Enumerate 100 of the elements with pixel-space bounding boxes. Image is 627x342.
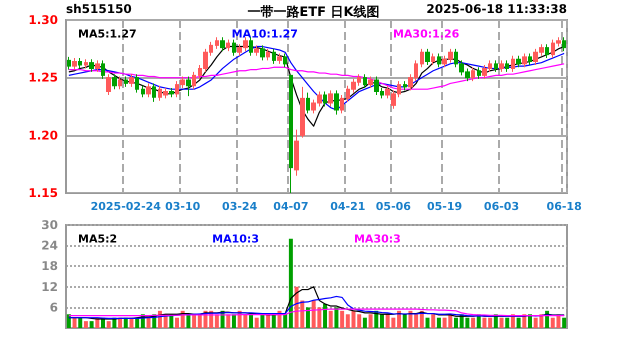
candlestick <box>124 76 128 88</box>
candlestick <box>112 74 117 90</box>
x-tick-label: 06-18 <box>546 200 582 213</box>
text: MA10:3 <box>212 232 259 246</box>
text: 2025-06-18 11:33:38 <box>426 2 568 16</box>
candlestick <box>328 90 333 107</box>
bar <box>426 318 430 328</box>
candlestick <box>232 39 236 56</box>
candlestick <box>545 44 549 59</box>
candlestick <box>141 85 145 98</box>
bar <box>386 314 390 328</box>
y-tick-label: 6 <box>50 300 58 314</box>
y-tick-label: 18 <box>41 259 58 274</box>
candlestick <box>260 44 265 61</box>
x-tick-label: 03-10 <box>165 200 201 213</box>
x-tick-label: 05-19 <box>427 200 462 213</box>
bar <box>471 318 476 328</box>
bar <box>436 318 441 328</box>
y-tick-label: 1.30 <box>28 13 58 27</box>
series-label: MA10:1.27 <box>232 28 298 40</box>
bar <box>334 307 338 328</box>
candlestick <box>266 48 270 61</box>
chart-subtitle: sh515150 <box>66 2 132 16</box>
candlestick <box>420 48 424 68</box>
candlestick <box>431 52 435 66</box>
bar <box>288 238 293 328</box>
candlestick <box>283 52 287 68</box>
candlestick <box>226 39 230 52</box>
x-tick-label: 03-24 <box>222 200 258 213</box>
bar <box>442 318 447 328</box>
bar <box>340 310 344 328</box>
bar <box>368 314 373 328</box>
candlestick <box>67 56 71 70</box>
candlestick <box>300 86 305 138</box>
candlestick <box>254 44 259 56</box>
candlestick <box>363 74 367 89</box>
candlestick <box>437 52 441 68</box>
candlestick <box>505 60 509 72</box>
bar <box>317 307 322 328</box>
y-tick-label: 12 <box>41 280 58 294</box>
bar <box>323 304 328 328</box>
x-tick-label: 06-03 <box>484 200 520 213</box>
candlestick <box>294 129 299 176</box>
candlestick <box>494 60 498 72</box>
candlestick <box>118 76 122 90</box>
bar <box>254 318 259 328</box>
bar <box>465 318 470 328</box>
candlestick <box>334 90 339 116</box>
bar <box>118 318 122 328</box>
candlestick <box>192 71 196 90</box>
bar <box>260 314 264 328</box>
candlestick <box>368 76 373 89</box>
line-series <box>68 308 565 316</box>
bar <box>306 307 310 328</box>
bar <box>243 314 248 328</box>
candlestick <box>511 55 515 72</box>
y-tick-label: 1.25 <box>28 70 58 85</box>
candlestick <box>528 52 532 66</box>
bar <box>90 321 94 328</box>
bar <box>500 318 504 328</box>
candlestick <box>220 36 225 52</box>
bar <box>294 286 299 328</box>
bar <box>516 318 521 328</box>
candlestick <box>289 74 293 194</box>
bar <box>362 318 367 328</box>
candlestick <box>72 58 77 70</box>
line-series <box>68 46 565 127</box>
line-series <box>68 63 565 90</box>
x-tick-label: 04-21 <box>330 200 366 213</box>
x-tick-label: 2025-02-24 <box>90 200 162 213</box>
bar <box>72 318 77 328</box>
y-tick-label: 1.15 <box>28 186 58 200</box>
candlestick <box>272 48 276 64</box>
candlestick <box>306 92 310 114</box>
chart-title: 一带一路ETF 日K线图 <box>247 5 380 20</box>
candlestick <box>425 48 430 66</box>
bar <box>249 314 254 328</box>
bar <box>124 318 128 328</box>
candlestick <box>477 66 481 80</box>
y-tick-label: 1.20 <box>28 128 58 142</box>
candlestick <box>101 60 105 80</box>
text: MA5:1.27 <box>78 28 137 40</box>
candlestick <box>89 58 94 72</box>
candlestick <box>78 58 82 69</box>
text: MA5:2 <box>78 232 118 246</box>
candlestick <box>471 66 475 82</box>
bar <box>146 318 151 328</box>
bar <box>562 318 566 328</box>
line-series <box>68 296 565 319</box>
candlestick <box>323 91 327 107</box>
candlestick <box>135 74 139 94</box>
candlestick <box>277 52 282 64</box>
candlestick <box>403 80 407 91</box>
candlestick <box>215 36 219 50</box>
candlestick <box>129 74 134 88</box>
y-tick-label: 30 <box>41 218 58 232</box>
candlestick <box>169 88 174 98</box>
text: MA30:3 <box>354 232 401 246</box>
bar <box>84 321 88 328</box>
bar <box>312 300 316 328</box>
